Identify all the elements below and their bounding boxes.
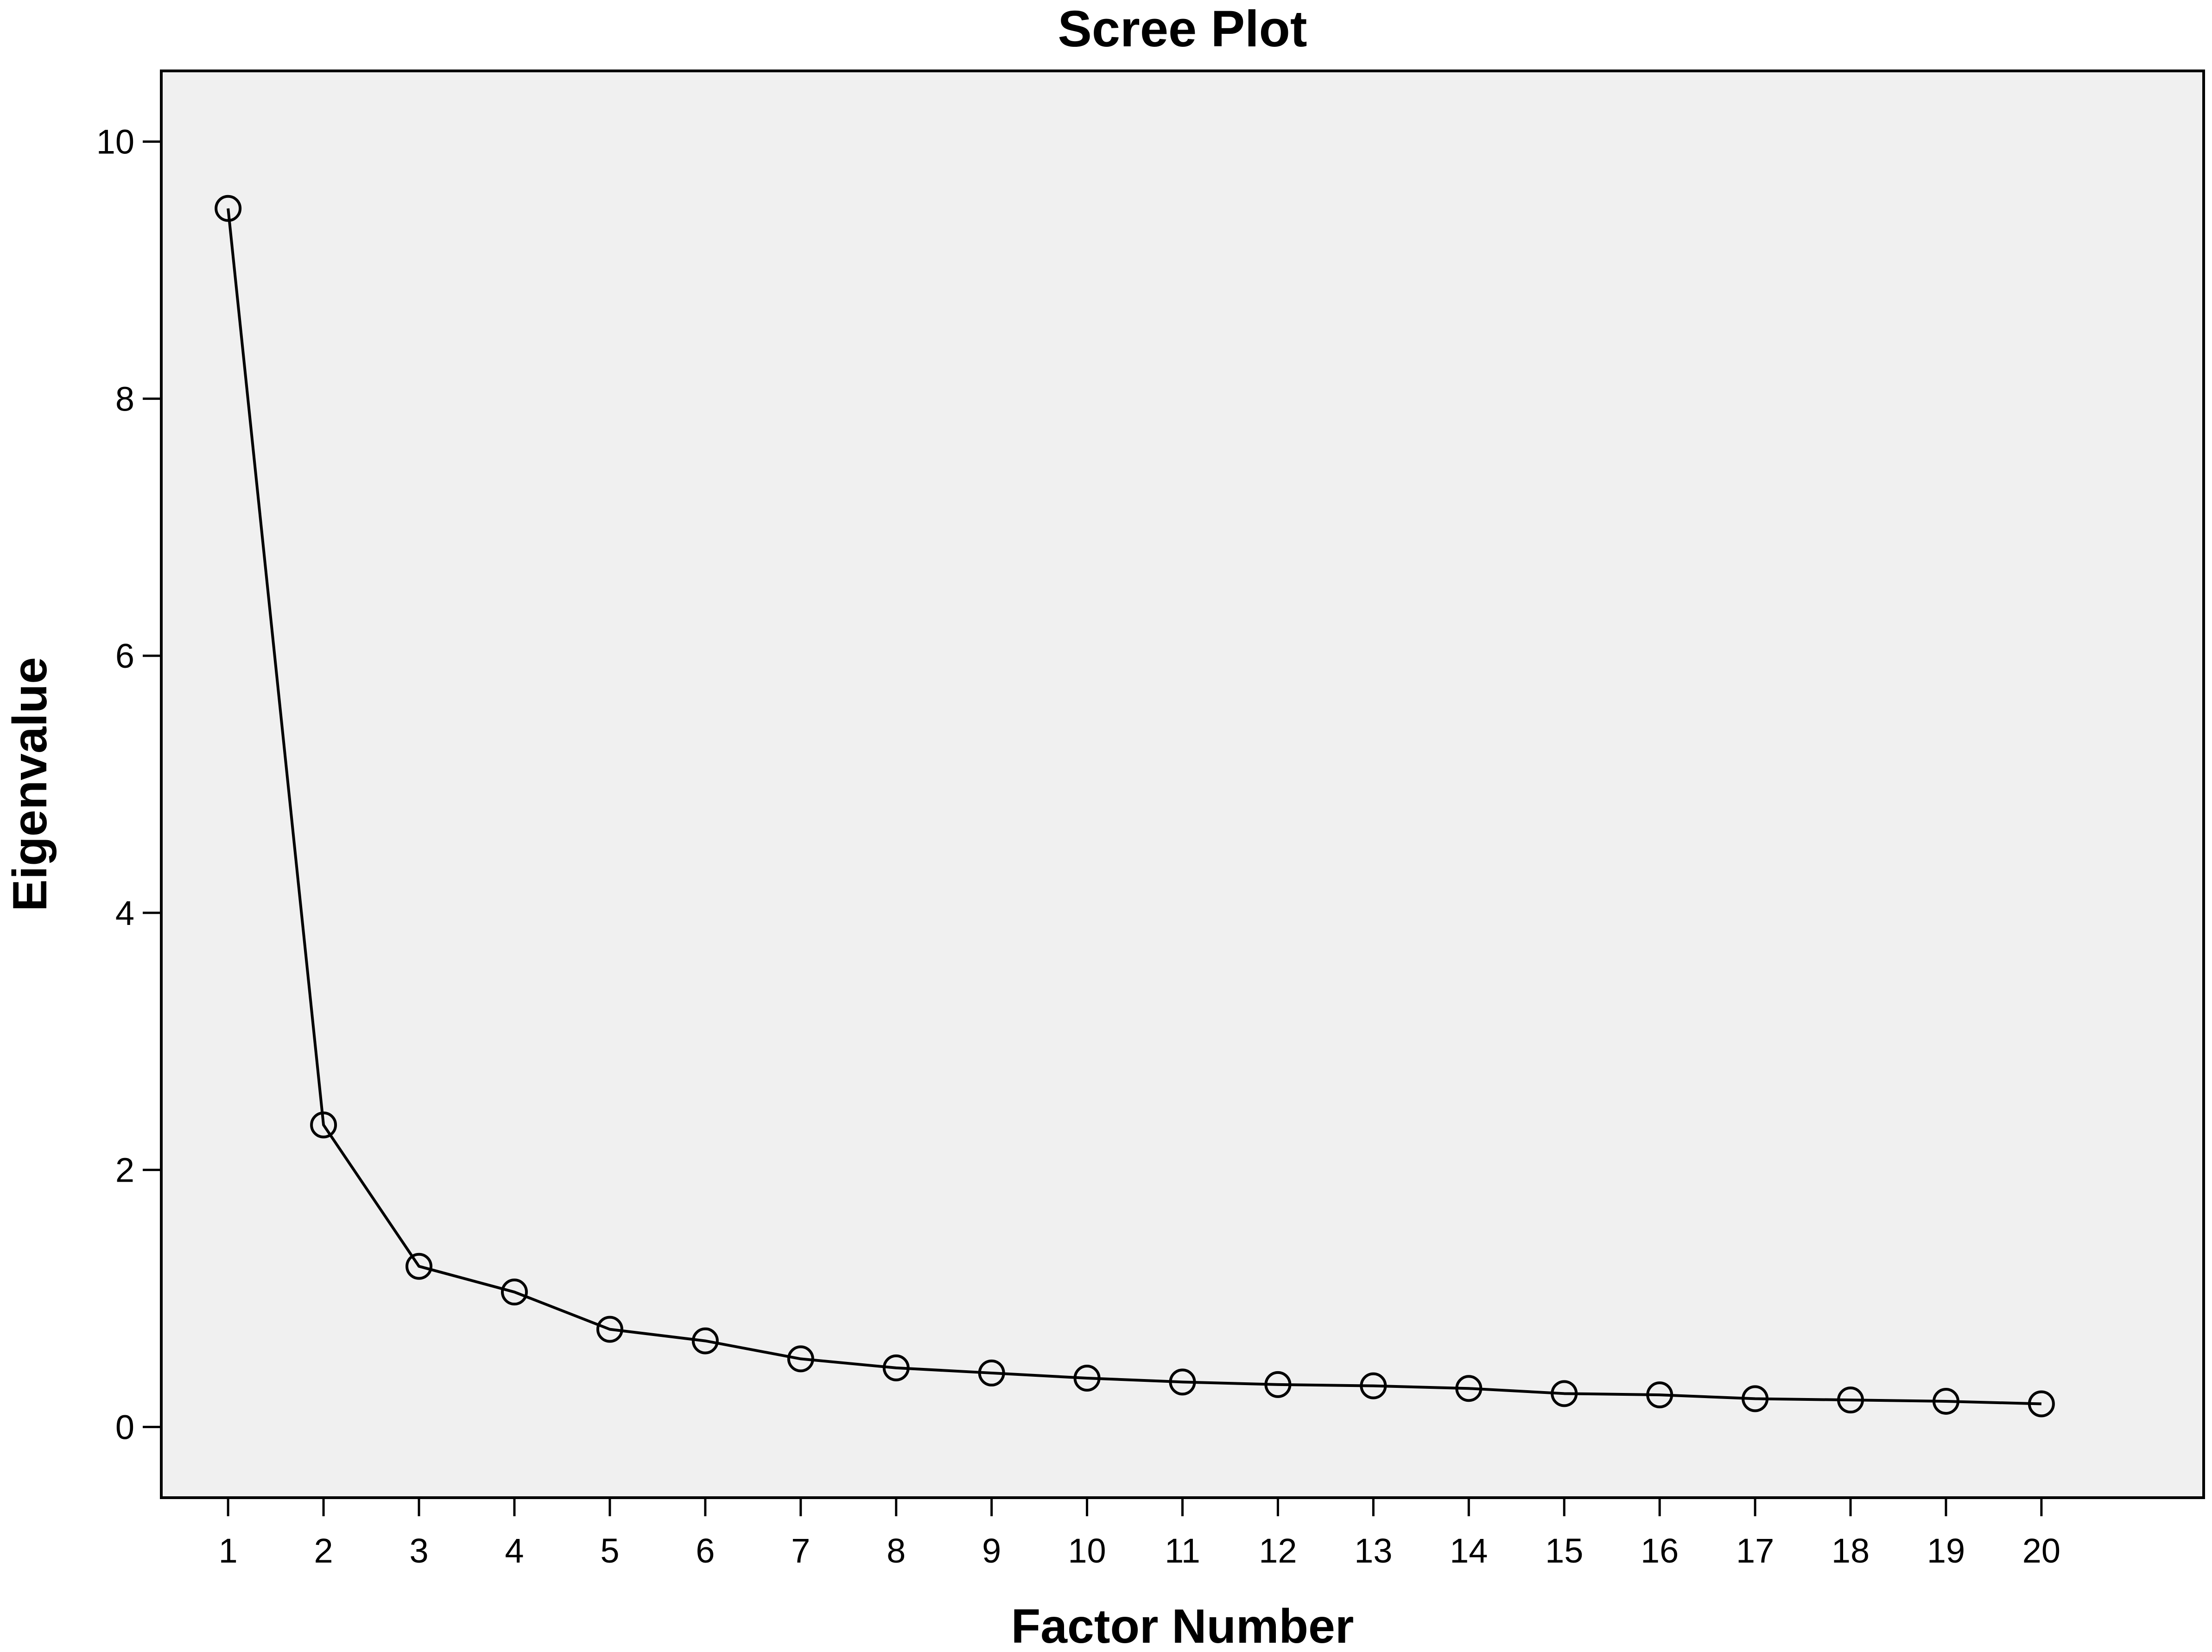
x-tick-label: 1	[219, 1532, 238, 1570]
y-tick-label: 4	[115, 894, 134, 932]
y-tick-label: 6	[115, 637, 134, 675]
plot-area	[160, 70, 2205, 1499]
data-point	[501, 1279, 528, 1306]
data-point	[310, 1111, 337, 1139]
x-tick-label: 4	[505, 1532, 524, 1570]
data-point	[1073, 1365, 1101, 1392]
x-tick-label: 16	[1641, 1532, 1679, 1570]
x-tick-label: 3	[409, 1532, 428, 1570]
data-point	[1551, 1380, 1578, 1407]
data-point	[215, 195, 242, 222]
x-tick-label: 5	[600, 1532, 619, 1570]
y-tick-label: 8	[115, 380, 134, 418]
data-point	[1360, 1372, 1387, 1399]
x-tick-label: 10	[1068, 1532, 1106, 1570]
eigenvalue-series	[215, 195, 2055, 1418]
x-tick-label: 14	[1450, 1532, 1488, 1570]
x-axis-ticks: 1 2 3 4 5 6 7 8 9 10 11 12 13 14 15 16 17 18 19 20	[219, 1498, 2060, 1570]
data-point	[1264, 1371, 1292, 1398]
y-tick-label: 10	[96, 123, 134, 161]
x-tick-label: 12	[1259, 1532, 1297, 1570]
data-point	[691, 1327, 719, 1355]
x-tick-label: 18	[1832, 1532, 1870, 1570]
data-point	[596, 1316, 623, 1343]
data-point	[1837, 1386, 1864, 1414]
data-point	[787, 1345, 814, 1373]
data-point	[1742, 1385, 1769, 1412]
x-tick-label: 20	[2022, 1532, 2060, 1570]
x-tick-label: 17	[1736, 1532, 1774, 1570]
data-point	[1646, 1381, 1673, 1409]
y-tick-label: 0	[115, 1408, 134, 1446]
x-tick-label: 13	[1354, 1532, 1392, 1570]
x-axis-label: Factor Number	[1011, 1600, 1354, 1652]
data-point	[1932, 1387, 1959, 1415]
data-point	[1169, 1368, 1196, 1396]
y-axis-ticks: 0 2 4 6 8 10	[96, 123, 161, 1446]
x-tick-label: 11	[1165, 1532, 1200, 1570]
x-tick-label: 19	[1927, 1532, 1965, 1570]
data-point	[978, 1359, 1005, 1386]
x-tick-label: 8	[887, 1532, 906, 1570]
data-point	[2028, 1390, 2055, 1418]
x-tick-label: 6	[696, 1532, 715, 1570]
y-axis-label: Eigenvalue	[3, 657, 57, 911]
chart-title: Scree Plot	[1058, 0, 1307, 57]
x-tick-label: 2	[314, 1532, 333, 1570]
x-tick-label: 9	[982, 1532, 1001, 1570]
series-line	[227, 208, 2041, 1405]
data-point	[1455, 1375, 1483, 1402]
data-point	[882, 1354, 910, 1381]
data-point	[406, 1253, 433, 1280]
x-tick-label: 15	[1545, 1532, 1583, 1570]
x-tick-label: 7	[791, 1532, 810, 1570]
y-tick-label: 2	[115, 1151, 134, 1190]
